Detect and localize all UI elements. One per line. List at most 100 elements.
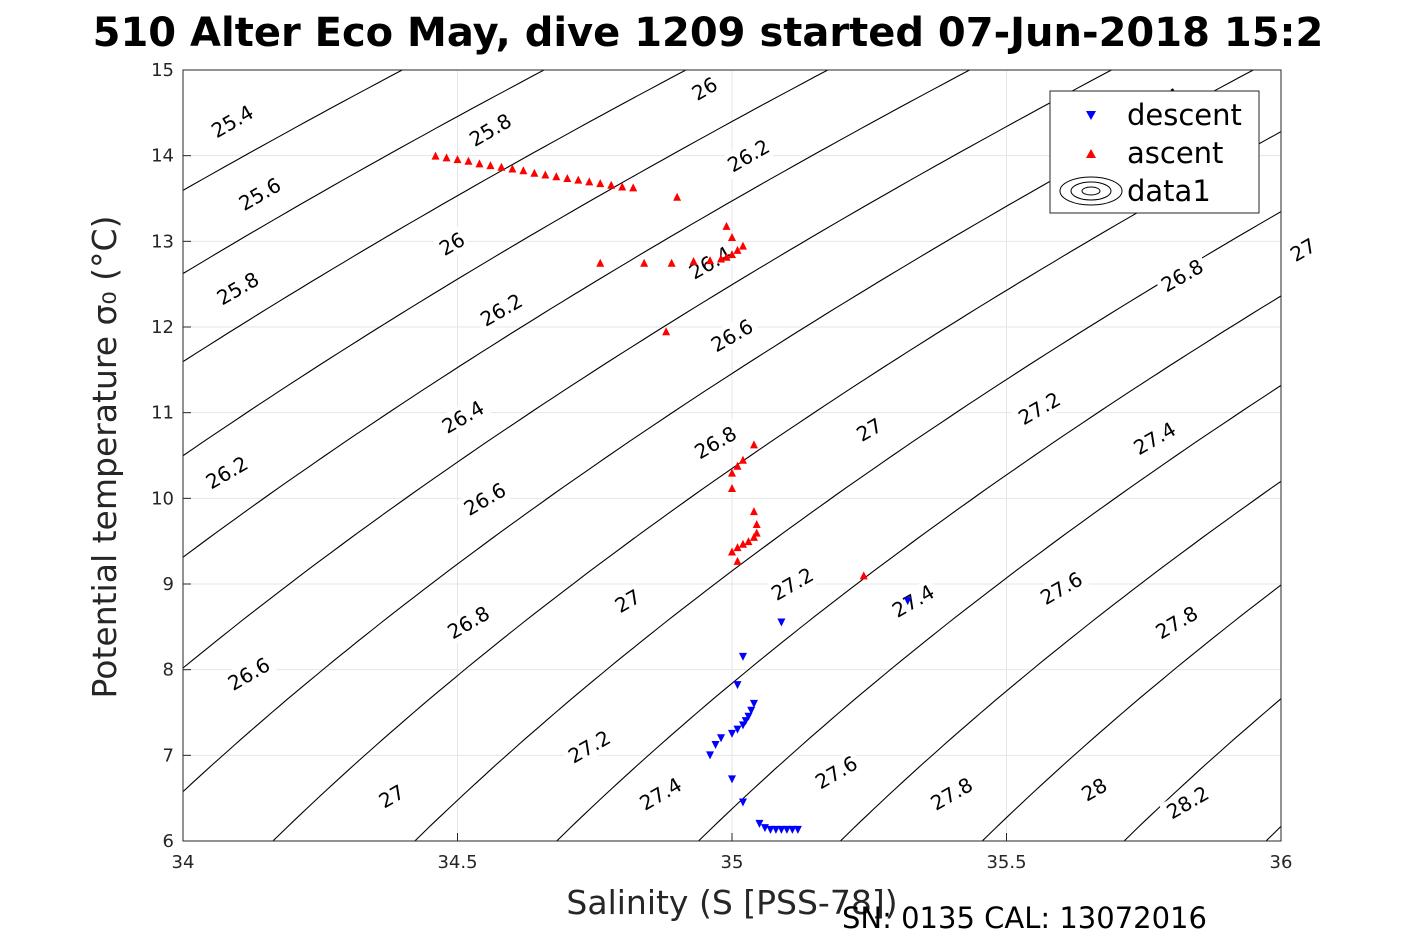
contour-label-bg	[1075, 771, 1113, 808]
legend: descent ascent data1	[1049, 90, 1260, 214]
legend-data1-label: data1	[1127, 174, 1211, 208]
ascent-point	[728, 547, 736, 556]
ascent-point	[431, 151, 440, 160]
contour-label-bg	[231, 170, 289, 218]
density-contour-line	[183, 70, 1112, 669]
ascent-point	[749, 532, 758, 541]
ascent-point	[662, 327, 671, 336]
y-tick-label: 9	[163, 574, 174, 595]
ascent-point	[733, 543, 742, 552]
ascent-point	[640, 258, 649, 267]
density-contour-line	[183, 70, 1254, 793]
ascent-point	[722, 252, 731, 261]
contour-label-bg	[884, 577, 942, 625]
ascent-point	[574, 175, 583, 184]
contour-label-bg	[1153, 252, 1211, 299]
contour-label-bg	[373, 778, 411, 815]
ascent-point	[859, 571, 868, 580]
ascent-point	[486, 161, 495, 170]
ascent-point	[689, 257, 698, 266]
contour-label: 27.4	[1126, 415, 1184, 462]
y-tick-label: 12	[151, 317, 174, 338]
ascent-point	[673, 192, 682, 201]
ascent-point	[744, 537, 753, 546]
x-tick-label: 36	[1270, 852, 1293, 873]
ascent-point	[733, 245, 742, 254]
descent-point	[744, 712, 753, 721]
density-contour-line	[1265, 825, 1281, 841]
descent-point	[747, 706, 756, 715]
descent-point	[738, 652, 747, 661]
y-tick-label: 7	[163, 745, 174, 766]
contour-label-bg	[220, 650, 278, 698]
density-contour-line	[556, 295, 1281, 841]
ascent-point	[563, 173, 572, 182]
descent-point	[777, 825, 786, 834]
descent-point	[741, 717, 750, 726]
legend-ascent-marker	[1086, 149, 1096, 158]
ascent-point	[717, 254, 726, 263]
y-tick-label: 10	[151, 488, 174, 509]
x-tick-label: 35.5	[986, 852, 1026, 873]
ascent-point	[752, 520, 761, 529]
descent-point	[706, 751, 715, 760]
ascent-point	[722, 221, 731, 230]
contour-label-bg	[632, 770, 690, 818]
x-tick-label: 34	[172, 852, 195, 873]
descent-point	[777, 618, 786, 627]
ascent-point	[706, 256, 715, 265]
y-axis-label: Potential temperature σ₀ (°C)	[85, 216, 124, 699]
ascent-point	[552, 172, 561, 181]
contour-label-bg	[560, 723, 618, 771]
ascent-point	[585, 177, 594, 186]
descent-point	[728, 729, 736, 738]
ascent-point	[596, 179, 605, 188]
descent-point	[749, 699, 758, 708]
density-contour-line	[1123, 698, 1281, 841]
legend-box	[1049, 90, 1260, 214]
ascent-point	[618, 182, 627, 191]
y-tick-label: 14	[151, 146, 174, 167]
descent-point	[717, 734, 726, 743]
density-contour-line	[840, 480, 1281, 841]
contour-label-bg	[807, 749, 865, 796]
ascent-point	[667, 258, 676, 267]
legend-contour-icon	[1059, 176, 1123, 206]
ascent-point	[629, 183, 638, 192]
contour-label-bg	[434, 393, 492, 441]
density-contour-line	[183, 70, 545, 275]
contour-label-bg	[686, 71, 724, 107]
contour-label-bg	[1126, 415, 1184, 462]
chart-title: 510 Alter Eco May, dive 1209 started 07-…	[93, 10, 1324, 56]
ascent-point	[530, 168, 539, 177]
descent-point	[733, 725, 742, 734]
contour-label-bg	[456, 475, 514, 523]
contour-label-bg	[433, 226, 471, 262]
descent-point	[728, 775, 736, 784]
descent-point	[771, 825, 780, 834]
contour-label-bg	[1010, 385, 1068, 432]
contour-label-text: 27	[1286, 233, 1320, 267]
x-tick-label: 34.5	[437, 852, 477, 873]
y-tick-label: 6	[163, 831, 174, 852]
ascent-point	[728, 484, 736, 493]
legend-descent-label: descent	[1127, 98, 1242, 132]
descent-point	[782, 825, 791, 834]
legend-ascent-label: ascent	[1127, 136, 1223, 170]
ascent-point	[541, 170, 550, 179]
ascent-point	[508, 164, 517, 173]
ascent-point	[453, 155, 462, 164]
contour-label-bg	[198, 449, 256, 496]
density-contour-line	[698, 384, 1281, 841]
x-tick-labels: 34 34.5 35 35.5 36	[172, 833, 1293, 873]
contour-label: 27	[1284, 232, 1322, 268]
y-tick-label: 13	[151, 231, 174, 252]
contour-label-bg	[686, 419, 745, 466]
ascent-point	[497, 162, 506, 171]
contour-label-bg	[209, 265, 267, 312]
descent-point	[903, 597, 912, 606]
contour-label-bg	[703, 312, 761, 359]
density-contour-line	[414, 210, 1281, 841]
contour-label-bg	[472, 286, 530, 334]
